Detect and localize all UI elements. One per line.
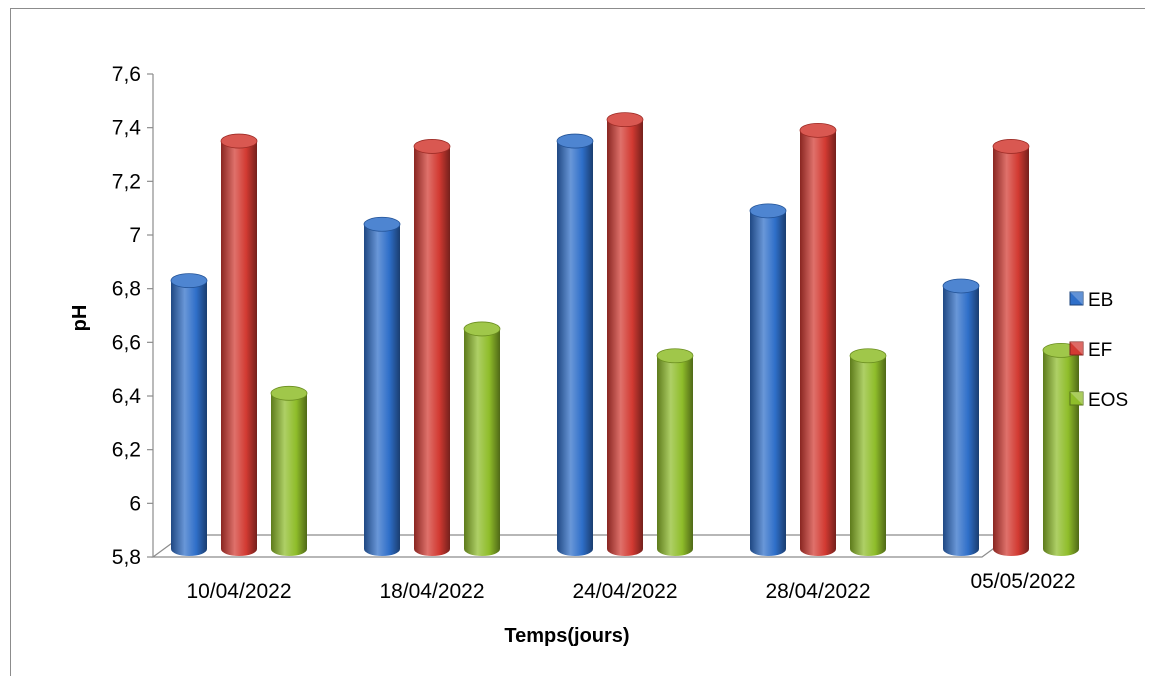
y-tick-label: 6,2 (112, 439, 141, 462)
bar-eb-05-05-2022 (942, 278, 980, 556)
y-tick-label: 5,8 (112, 546, 141, 569)
legend-item-eos: EOS (1069, 390, 1128, 411)
y-tick-label: 7,6 (112, 63, 141, 86)
bar-eos-10-04-2022 (270, 385, 308, 556)
legend-item-ef: EF (1069, 340, 1112, 361)
bar-eos-18-04-2022 (463, 321, 501, 556)
y-tick-label: 7 (129, 224, 141, 247)
bar-eb-10-04-2022 (170, 273, 208, 556)
bars-group (170, 112, 1080, 557)
y-axis-title: pH (69, 305, 91, 332)
bar-ef-05-05-2022 (992, 139, 1030, 556)
legend: EB EF EOS (1069, 290, 1128, 411)
chart-frame (10, 8, 1145, 676)
x-tick-label-05-05-2022: 05/05/2022 (970, 570, 1075, 593)
bar-eos-24-04-2022 (656, 348, 694, 556)
y-tick-label: 7,2 (112, 170, 141, 193)
x-tick-label-24-04-2022: 24/04/2022 (572, 580, 677, 603)
bar-eos-28-04-2022 (849, 348, 887, 556)
x-tick-label-18-04-2022: 18/04/2022 (379, 580, 484, 603)
y-tick-label: 6,4 (112, 385, 142, 408)
y-axis: 5,8 6 6,2 6,4 6,6 6,8 7 7,2 7,4 7,6 (112, 63, 154, 569)
x-tick-label-28-04-2022: 28/04/2022 (765, 580, 870, 603)
y-tick-label: 6,8 (112, 278, 141, 301)
x-axis-labels: 10/04/2022 18/04/2022 24/04/2022 28/04/2022… (186, 570, 1075, 603)
bar-eb-24-04-2022 (556, 133, 594, 557)
bar-eos-05-05-2022 (1042, 342, 1080, 556)
bar-ef-28-04-2022 (799, 122, 837, 556)
bar-eb-18-04-2022 (363, 216, 401, 556)
legend-label-eb: EB (1088, 290, 1113, 311)
x-tick-label-10-04-2022: 10/04/2022 (186, 580, 291, 603)
legend-label-ef: EF (1088, 340, 1112, 361)
bar-ef-24-04-2022 (606, 112, 644, 556)
y-tick-label: 7,4 (112, 117, 142, 140)
bar-ef-10-04-2022 (220, 133, 258, 557)
bar-ef-18-04-2022 (413, 139, 451, 556)
x-axis-title: Temps(jours) (504, 625, 629, 647)
legend-item-eb: EB (1069, 290, 1113, 311)
y-tick-label: 6 (129, 492, 141, 515)
y-tick-label: 6,6 (112, 331, 141, 354)
legend-label-eos: EOS (1088, 390, 1128, 411)
bar-eb-28-04-2022 (749, 203, 787, 556)
